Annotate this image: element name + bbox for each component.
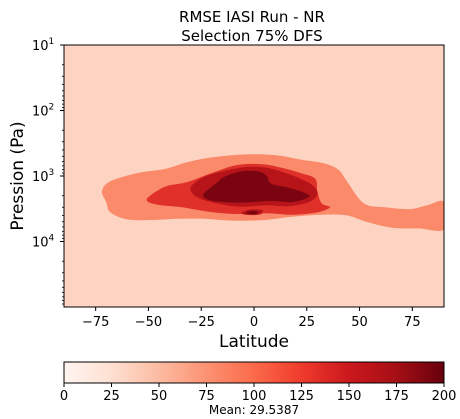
x-tick-label: −50 [135, 315, 162, 330]
colorbar-tick-label: 25 [103, 389, 120, 404]
chart-subtitle: Selection 75% DFS [181, 27, 322, 45]
contour-fills [101, 154, 444, 231]
y-axis-ticks: 101 102 103 104 [32, 37, 64, 305]
colorbar-tick-label: 100 [242, 389, 267, 404]
x-tick-label: −75 [82, 315, 109, 330]
x-tick-label: 75 [404, 315, 421, 330]
x-axis-ticks: −75 −50 −25 0 25 50 75 [82, 307, 421, 330]
colorbar-tick-label: 50 [151, 389, 168, 404]
colorbar-tick-label: 175 [384, 389, 409, 404]
y-tick-label: 101 [32, 37, 54, 54]
y-tick-label: 102 [32, 103, 54, 120]
mean-label: Mean: 29.5387 [209, 403, 299, 417]
y-axis-label: Pression (Pa) [8, 121, 28, 230]
x-tick-label: 0 [250, 315, 258, 330]
colorbar-tick-label: 0 [60, 389, 68, 404]
contour-level-175-5 [245, 210, 259, 215]
colorbar-tick-label: 125 [289, 389, 314, 404]
x-tick-label: 25 [299, 315, 316, 330]
chart-title: RMSE IASI Run - NR [179, 8, 325, 26]
contour-level-175-3 [203, 170, 310, 203]
y-tick-label: 104 [32, 234, 55, 251]
colorbar-ticks: 0 25 50 75 100 125 150 175 200 [60, 383, 457, 404]
colorbar-tick-label: 75 [198, 389, 215, 404]
colorbar [63, 361, 445, 384]
x-tick-label: −25 [188, 315, 215, 330]
x-tick-label: 50 [351, 315, 368, 330]
colorbar-tick-label: 150 [337, 389, 362, 404]
colorbar-tick-label: 200 [432, 389, 457, 404]
x-axis-label: Latitude [219, 332, 289, 352]
y-tick-label: 103 [32, 168, 54, 185]
